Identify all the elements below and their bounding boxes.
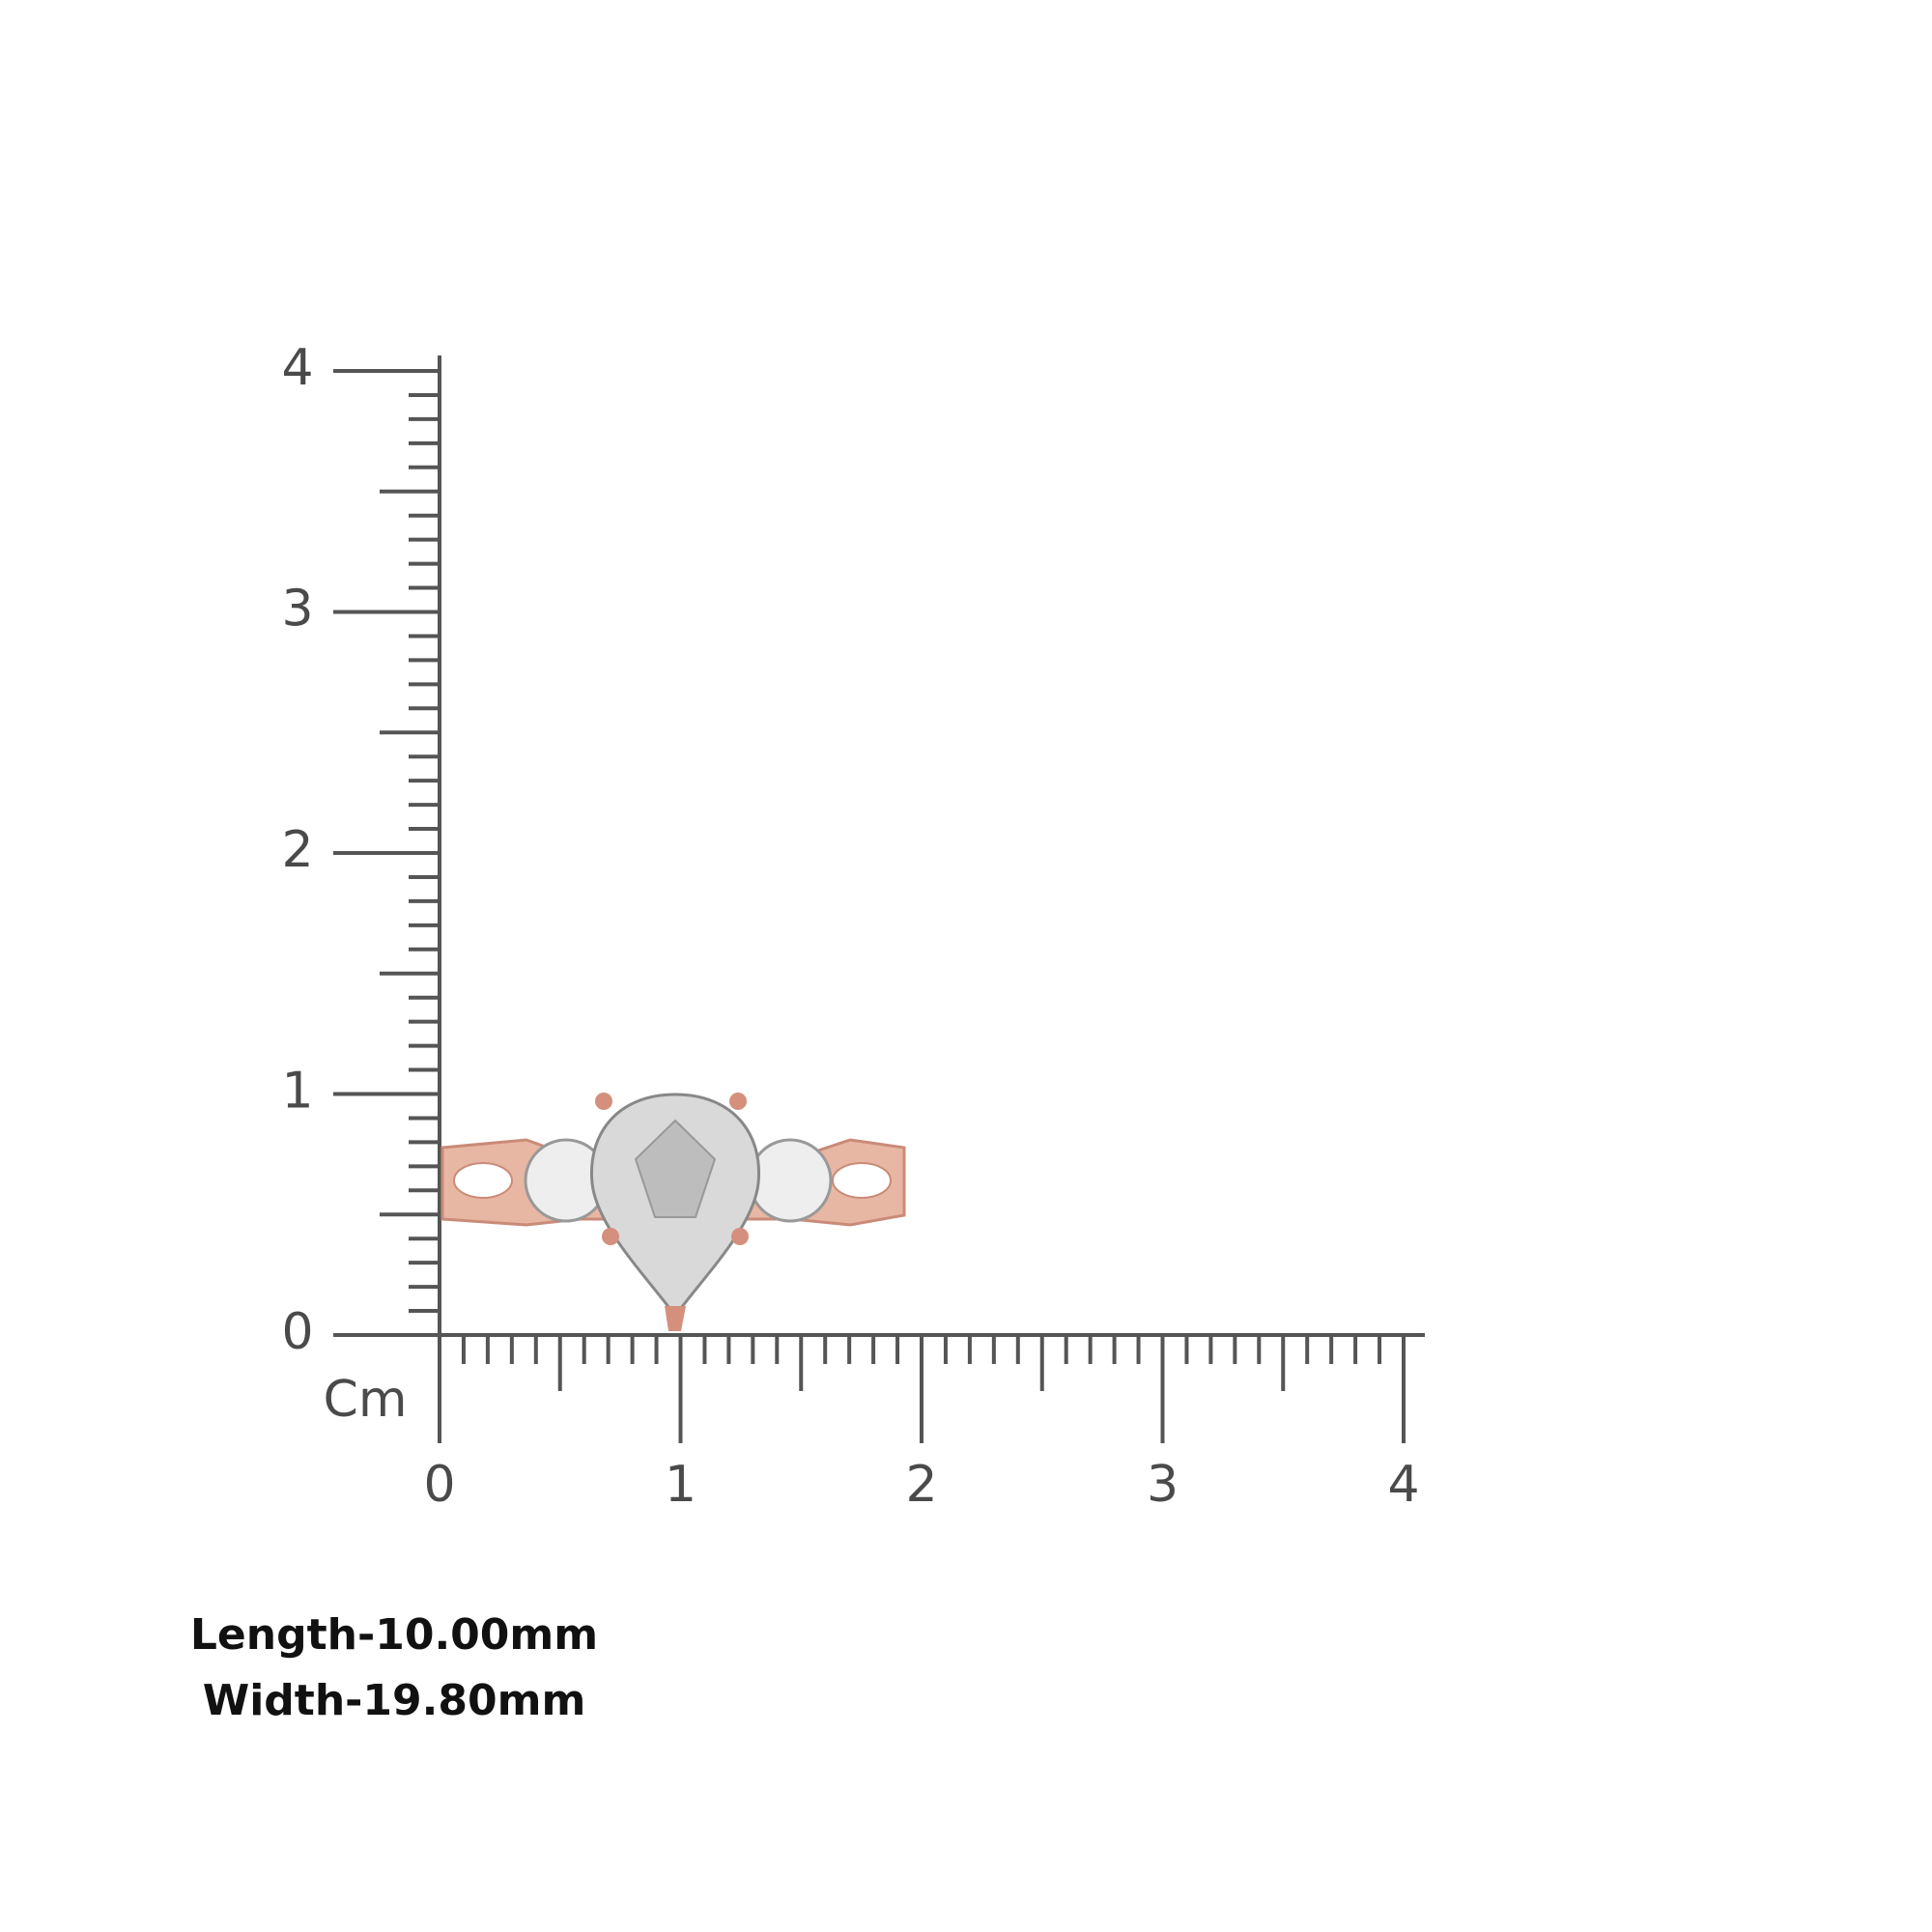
horizontal-label: 4 (1387, 1456, 1419, 1514)
horizontal-label: 0 (423, 1456, 455, 1514)
vertical-label: 0 (281, 1303, 313, 1361)
vertical-label: 1 (281, 1063, 313, 1121)
stone-facet (634, 1119, 717, 1218)
length-text: Length-10.00mm (190, 1610, 598, 1660)
ruler (333, 355, 1425, 1443)
unit-label: Cm (324, 1371, 408, 1429)
prong (602, 1228, 619, 1245)
side-stone (748, 1138, 833, 1223)
vertical-label: 3 (281, 581, 313, 639)
band-opening (832, 1162, 892, 1199)
prong (731, 1228, 749, 1245)
horizontal-label: 2 (905, 1456, 937, 1514)
band-opening (453, 1162, 513, 1199)
prong (665, 1306, 686, 1331)
vertical-label: 2 (281, 821, 313, 879)
vertical-label: 4 (281, 339, 313, 397)
ring (440, 1093, 906, 1331)
prong (595, 1093, 612, 1110)
horizontal-label: 1 (665, 1456, 696, 1514)
horizontal-label: 3 (1147, 1456, 1179, 1514)
width-text: Width-19.80mm (203, 1676, 586, 1725)
prong (729, 1093, 747, 1110)
